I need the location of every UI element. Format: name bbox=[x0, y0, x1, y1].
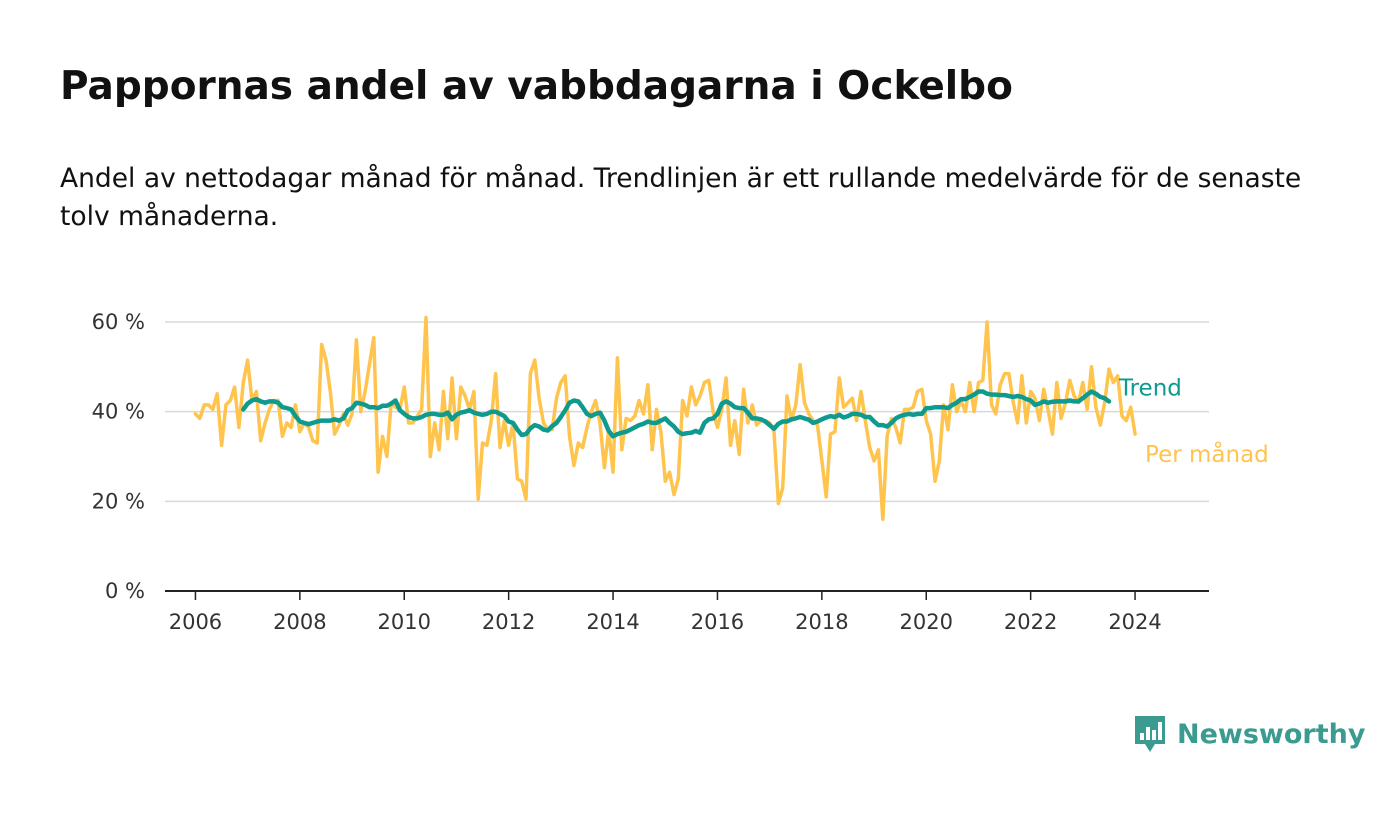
trend-label: Trend bbox=[1118, 375, 1182, 401]
x-tick-label: 2008 bbox=[273, 610, 326, 634]
series-lines bbox=[193, 315, 1137, 522]
x-tick-label: 2020 bbox=[900, 610, 953, 634]
trend-line bbox=[241, 389, 1112, 439]
monthly-line bbox=[193, 315, 1137, 522]
x-tick-label: 2006 bbox=[169, 610, 222, 634]
y-tick-label: 0 % bbox=[105, 579, 145, 603]
x-tick-label: 2024 bbox=[1108, 610, 1161, 634]
x-tick-label: 2014 bbox=[586, 610, 639, 634]
x-tick-label: 2022 bbox=[1004, 610, 1057, 634]
brand-name: Newsworthy bbox=[1177, 718, 1366, 750]
y-tick-label: 60 % bbox=[92, 310, 145, 334]
x-tick-label: 2018 bbox=[795, 610, 848, 634]
x-axis: 2006 2008 2010 2012 2014 2016 2018 2020 2022 2024 bbox=[169, 591, 1162, 634]
newsworthy-logo-icon bbox=[1135, 716, 1165, 752]
chart-subtitle: Andel av nettodagar månad för månad. Tre… bbox=[60, 163, 1302, 232]
y-tick-label: 40 % bbox=[92, 400, 145, 424]
series-labels: Per månad Trend bbox=[1118, 375, 1269, 468]
newsworthy-brand: Newsworthy bbox=[1133, 712, 1365, 756]
y-axis: 0 % 20 % 40 % 60 % bbox=[92, 310, 1209, 603]
chart-title: Pappornas andel av vabbdagarna i Ockelbo bbox=[60, 64, 1013, 109]
x-tick-label: 2016 bbox=[691, 610, 744, 634]
x-tick-label: 2012 bbox=[482, 610, 535, 634]
x-tick-label: 2010 bbox=[378, 610, 431, 634]
monthly-label: Per månad bbox=[1145, 440, 1269, 468]
y-tick-label: 20 % bbox=[92, 489, 145, 513]
